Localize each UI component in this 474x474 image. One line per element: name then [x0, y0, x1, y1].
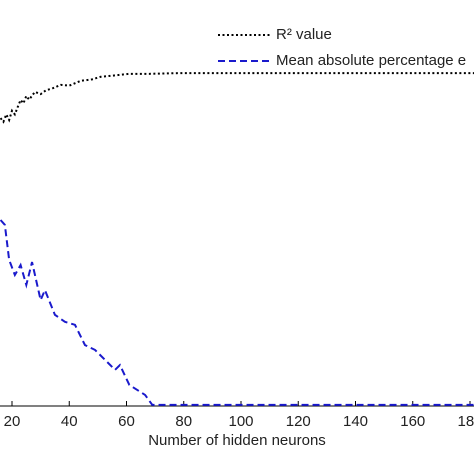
- x-axis-label: Number of hidden neurons: [148, 432, 326, 449]
- x-tick-label: 180: [457, 413, 474, 430]
- x-tick-label: 100: [228, 413, 253, 430]
- x-tick-label: 120: [286, 413, 311, 430]
- x-tick-label: 40: [61, 413, 78, 430]
- series-line: [0, 72, 474, 124]
- legend-label: R² value: [276, 26, 332, 43]
- series-line: [0, 219, 474, 406]
- legend-label: Mean absolute percentage e: [276, 52, 466, 69]
- x-tick-label: 160: [400, 413, 425, 430]
- x-tick-label: 140: [343, 413, 368, 430]
- x-tick-label: 60: [118, 413, 135, 430]
- x-tick-label: 80: [175, 413, 192, 430]
- x-tick-label: 20: [4, 413, 21, 430]
